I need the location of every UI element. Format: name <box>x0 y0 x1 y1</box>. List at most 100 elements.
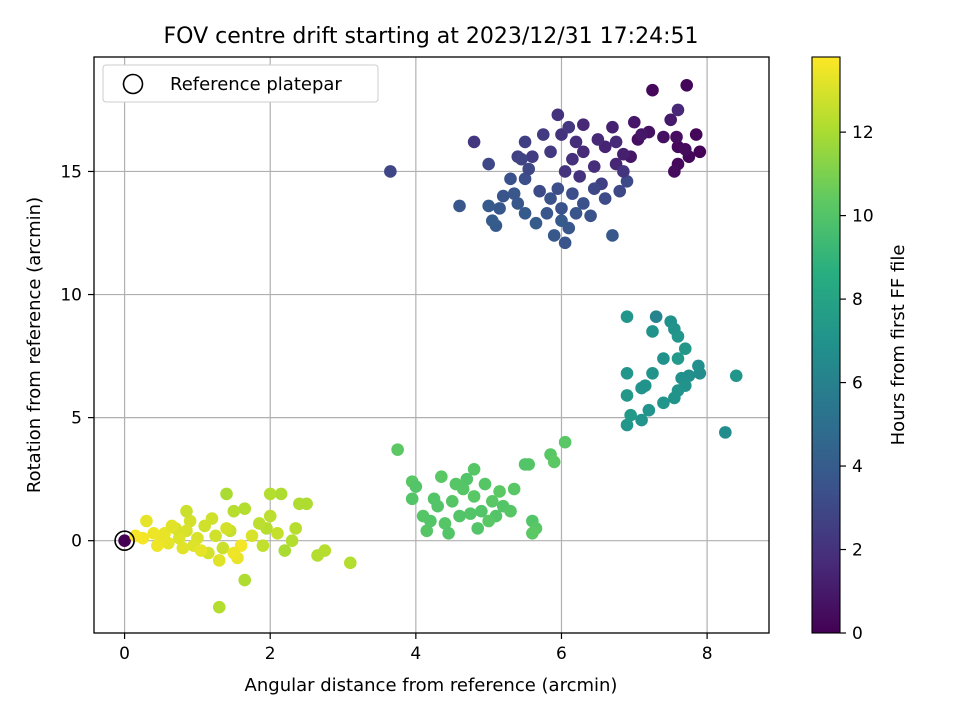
data-point-156 <box>252 517 266 530</box>
data-point-16 <box>664 113 677 127</box>
data-point-34 <box>518 135 532 149</box>
data-point-30 <box>562 120 576 134</box>
data-point-9 <box>670 130 683 144</box>
data-point-4 <box>693 145 707 159</box>
data-point-123 <box>460 472 474 486</box>
colorbar-tick-label-3: 6 <box>852 374 863 394</box>
data-point-85 <box>620 367 634 380</box>
data-point-83 <box>678 342 692 355</box>
data-point-79 <box>646 325 659 338</box>
data-point-61 <box>493 202 506 215</box>
data-point-139 <box>449 477 463 491</box>
colorbar-tick-label-5: 10 <box>852 207 874 227</box>
x-tick-label-2: 4 <box>410 644 421 664</box>
data-point-71 <box>533 184 546 198</box>
data-point-51 <box>547 229 561 242</box>
reference-platepar-point <box>114 530 135 551</box>
data-point-99 <box>642 403 656 417</box>
plot-area <box>94 57 769 633</box>
colorbar: 0 2 4 6 8 10 12 Hours from first FF file <box>811 56 909 644</box>
data-point-129 <box>493 485 506 498</box>
data-point-60 <box>496 189 510 203</box>
chart-title: FOV centre drift starting at 2023/12/31 … <box>164 24 699 49</box>
y-tick-label-0: 0 <box>71 532 82 552</box>
data-point-33 <box>526 150 539 163</box>
data-point-192 <box>271 527 284 540</box>
data-point-57 <box>518 207 532 220</box>
data-point-126 <box>478 477 492 491</box>
x-axis-label: Angular distance from reference (arcmin) <box>245 675 618 696</box>
legend-entry-reference: Reference platepar <box>170 74 342 95</box>
data-point-181 <box>129 529 142 543</box>
data-point-28 <box>558 165 572 178</box>
data-point-186 <box>180 504 193 518</box>
data-point-1 <box>680 79 694 92</box>
data-point-31 <box>544 145 557 159</box>
data-point-47 <box>555 202 568 215</box>
colorbar-tick-label-0: 0 <box>852 624 863 644</box>
data-point-75 <box>609 135 623 149</box>
data-point-135 <box>526 527 539 540</box>
data-point-120 <box>442 527 455 540</box>
data-point-127 <box>486 495 499 508</box>
data-point-189 <box>220 522 233 535</box>
x-axis-ticks: 0 2 4 6 8 <box>119 633 713 664</box>
colorbar-tick-label-2: 4 <box>852 457 863 477</box>
data-point-10 <box>678 143 692 156</box>
data-point-26 <box>566 152 579 166</box>
data-point-142 <box>420 524 434 538</box>
data-point-171 <box>176 541 190 555</box>
grid-lines <box>94 57 769 633</box>
data-point-48 <box>551 182 565 195</box>
data-point-143 <box>344 556 357 570</box>
data-point-49 <box>544 192 557 205</box>
data-point-98 <box>657 396 670 410</box>
data-point-42 <box>613 184 627 198</box>
data-point-112 <box>435 470 448 483</box>
legend: Reference platepar <box>102 64 379 103</box>
data-point-89 <box>620 389 634 402</box>
data-point-114 <box>409 480 423 493</box>
y-tick-label-3: 15 <box>60 162 82 182</box>
data-point-45 <box>577 197 590 210</box>
data-point-11 <box>657 130 670 144</box>
data-point-101 <box>635 413 648 427</box>
data-point-25 <box>569 135 583 149</box>
data-point-119 <box>438 517 452 530</box>
data-point-7 <box>668 165 681 178</box>
data-point-121 <box>453 509 466 523</box>
data-point-3 <box>689 128 703 141</box>
colorbar-tick-label-4: 8 <box>852 290 863 310</box>
colorbar-tick-label-1: 2 <box>852 541 863 561</box>
data-point-153 <box>263 509 277 523</box>
data-point-190 <box>227 546 241 560</box>
data-point-76 <box>617 165 630 178</box>
data-point-137 <box>464 507 477 520</box>
data-point-149 <box>285 534 299 547</box>
data-point-40 <box>573 170 586 183</box>
data-point-161 <box>238 573 252 587</box>
data-point-104 <box>729 369 743 383</box>
data-point-138 <box>427 492 441 506</box>
legend-box <box>102 64 379 103</box>
data-point-54 <box>606 229 619 242</box>
data-point-102 <box>624 408 637 422</box>
data-point-56 <box>529 216 543 230</box>
data-point-169 <box>183 514 197 528</box>
data-point-115 <box>405 492 419 506</box>
data-point-132 <box>507 482 521 496</box>
data-point-50 <box>540 207 554 220</box>
y-tick-label-2: 10 <box>60 286 82 306</box>
data-point-19 <box>617 147 630 161</box>
data-point-110 <box>518 458 532 471</box>
data-point-147 <box>293 497 306 511</box>
data-point-106 <box>558 435 572 449</box>
data-point-37 <box>384 165 397 178</box>
data-point-178 <box>147 527 161 540</box>
data-point-141 <box>471 522 485 535</box>
colorbar-gradient <box>811 56 841 634</box>
data-point-38 <box>577 118 590 131</box>
data-point-125 <box>475 504 488 518</box>
x-tick-label-4: 8 <box>702 644 713 664</box>
